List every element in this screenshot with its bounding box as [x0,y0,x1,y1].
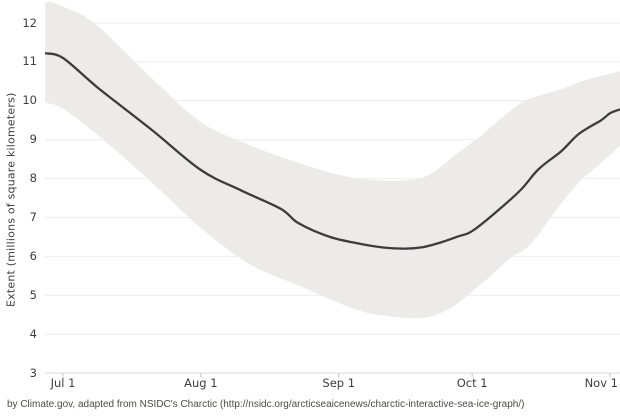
x-tick-label: Oct 1 [456,376,488,390]
x-tick-label: Jul 1 [50,376,76,390]
y-tick-label: 12 [22,15,37,30]
x-tick-label: Sep 1 [322,376,356,390]
y-tick-label: 5 [29,287,37,302]
source-caption: by Climate.gov, adapted from NSIDC's Cha… [7,399,525,410]
y-tick-label: 7 [29,210,37,224]
range-band [45,2,620,319]
y-tick-label: 3 [29,365,37,380]
y-tick-label: 4 [29,326,37,341]
x-tick-label: Nov 1 [584,376,618,390]
y-tick-label: 8 [29,171,37,186]
y-axis-title: Extent (millions of square kilometers) [4,92,18,308]
y-tick-label: 11 [22,54,37,69]
sea-ice-extent-line [45,52,620,250]
y-tick-label: 6 [29,248,37,263]
x-tick-label: Aug 1 [184,376,218,390]
y-tick-label: 10 [22,93,37,108]
y-tick-label: 9 [29,132,37,147]
